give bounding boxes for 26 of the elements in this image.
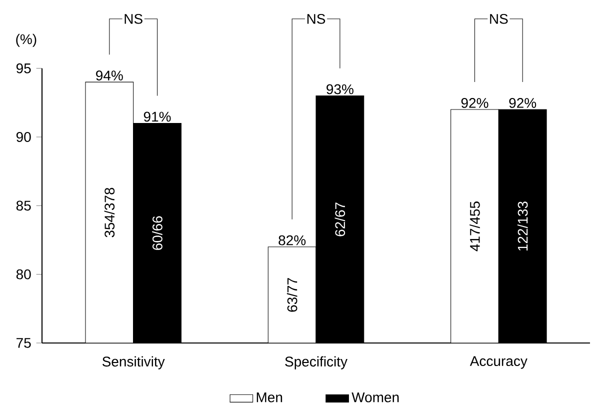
text: NS (307, 14, 326, 24)
y-tick-label: 75 (16, 338, 31, 348)
y-tick-label: 90 (16, 132, 31, 142)
annotation: 417/455 (470, 202, 480, 252)
y-tick-label: 85 (16, 200, 31, 211)
data-label: 93% (326, 84, 354, 94)
legend-label: Women (352, 392, 399, 402)
y-tick-label: 80 (16, 269, 31, 280)
x-tick-label: Specificity (285, 356, 348, 370)
data-label: 82% (278, 235, 306, 246)
data-label: 94% (96, 70, 123, 80)
annotation: 63/77 (286, 278, 298, 312)
text: NS (124, 14, 142, 24)
y-axis-title: (%) (16, 34, 36, 47)
x-tick-label: Sensitivity (102, 356, 165, 370)
x-tick-label: Accuracy (470, 356, 528, 369)
annotation: 62/67 (334, 202, 346, 236)
annotation: 122/133 (517, 202, 528, 250)
annotation: 60/66 (152, 216, 162, 250)
data-label: 91% (144, 112, 171, 122)
annotation: 354/378 (104, 188, 115, 238)
y-tick-label: 95 (16, 63, 31, 74)
legend-label: Men (256, 392, 282, 402)
data-label: 92% (461, 98, 488, 108)
text: NS (490, 14, 508, 24)
data-label: 92% (509, 98, 536, 108)
